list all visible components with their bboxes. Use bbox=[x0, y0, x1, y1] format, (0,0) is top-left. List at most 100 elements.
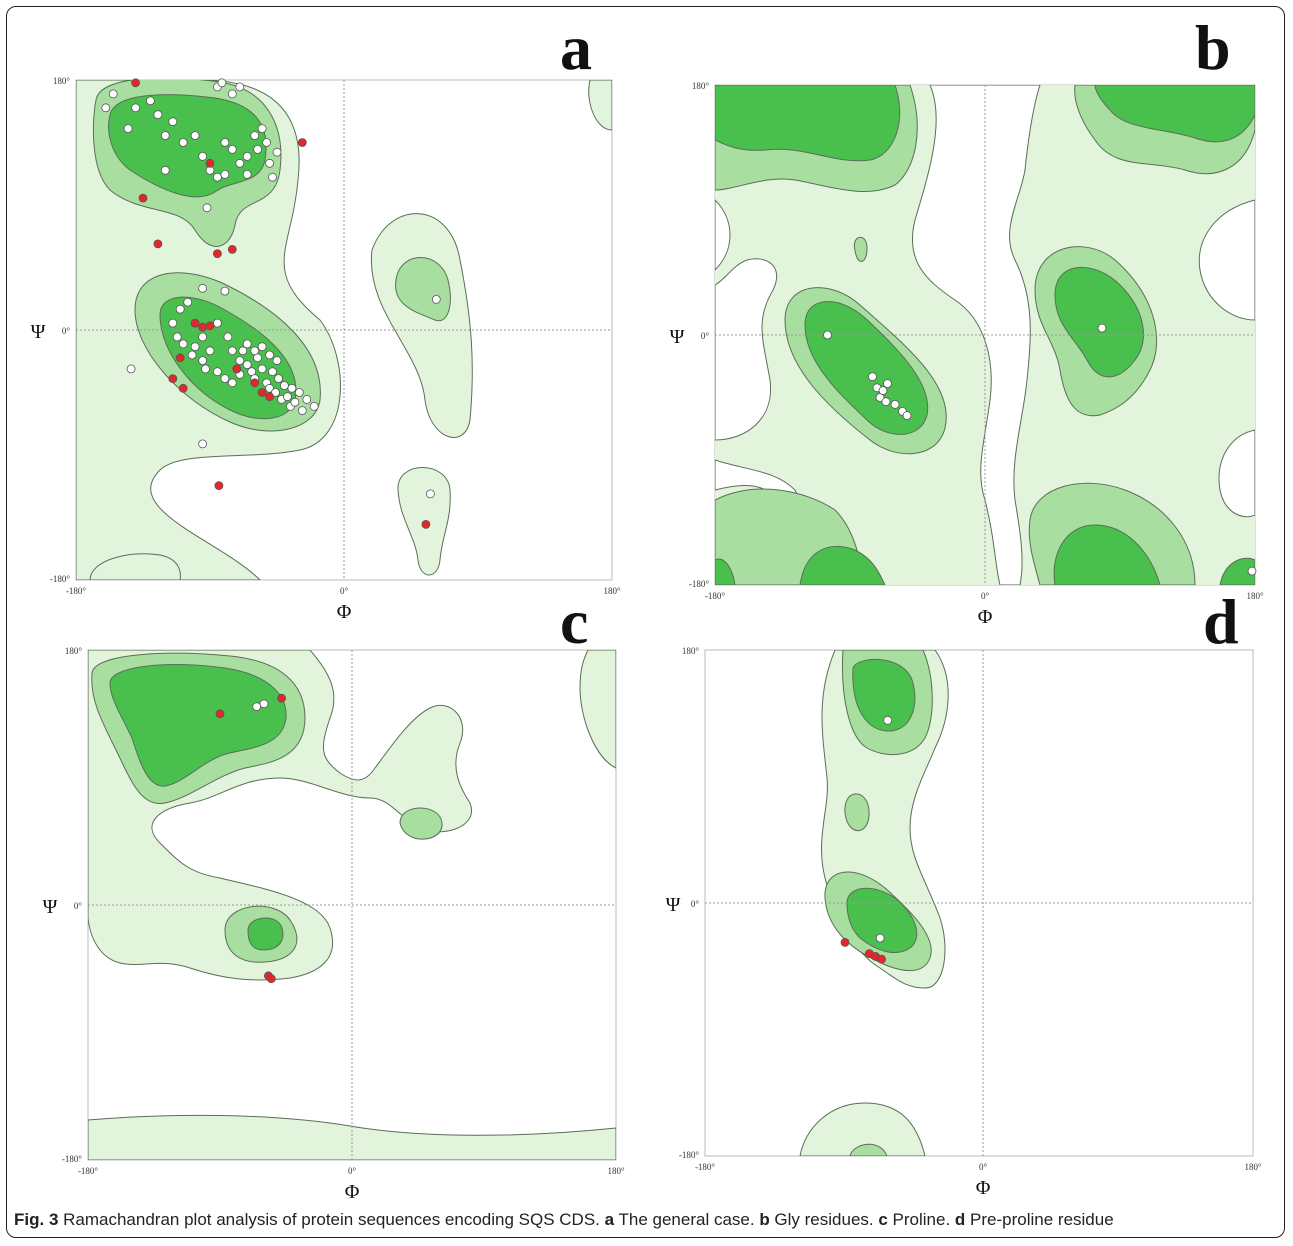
y-tick-zero: 0° bbox=[62, 326, 71, 336]
residue-point bbox=[212, 172, 222, 182]
x-tick-zero: 0° bbox=[981, 591, 990, 601]
caption-label: Fig. 3 bbox=[14, 1210, 59, 1229]
outlier-residue-point bbox=[153, 239, 163, 249]
residue-point bbox=[875, 933, 885, 943]
outlier-residue-point bbox=[168, 374, 178, 384]
y-tick-bottom: -180° bbox=[62, 1154, 82, 1164]
regions-d bbox=[799, 650, 949, 1156]
residue-point bbox=[242, 151, 252, 161]
residue-point bbox=[123, 124, 133, 133]
core-region bbox=[1219, 557, 1255, 585]
residue-point bbox=[1247, 566, 1257, 576]
residue-point bbox=[257, 124, 267, 133]
allowed-region bbox=[370, 213, 473, 438]
core-region bbox=[1094, 85, 1255, 143]
residue-point bbox=[302, 394, 312, 404]
panel-letter-d: d bbox=[1203, 586, 1239, 657]
residue-point bbox=[227, 346, 237, 356]
y-tick-top: 180° bbox=[692, 81, 710, 91]
residue-point bbox=[868, 372, 877, 382]
residue-point bbox=[883, 379, 892, 389]
residue-point bbox=[242, 360, 252, 370]
x-axis-label: Φ bbox=[976, 1177, 991, 1199]
core-region bbox=[715, 558, 736, 585]
residue-point bbox=[205, 346, 215, 356]
disallowed-region bbox=[715, 258, 778, 441]
residue-point bbox=[178, 138, 188, 147]
favoured-region bbox=[849, 1143, 888, 1156]
x-tick-zero: 0° bbox=[340, 586, 349, 596]
allowed-region bbox=[799, 1102, 926, 1156]
outlier-residue-point bbox=[198, 322, 208, 332]
y-tick-bottom: -180° bbox=[679, 1150, 699, 1160]
residue-point bbox=[250, 131, 260, 140]
residue-point bbox=[257, 364, 267, 374]
residue-point bbox=[217, 78, 227, 88]
residue-point bbox=[265, 158, 275, 168]
allowed-region bbox=[88, 1114, 616, 1160]
outlier-residue-point bbox=[421, 519, 431, 529]
caption-letter-d: d bbox=[954, 1210, 966, 1229]
x-tick-left: -180° bbox=[695, 1162, 715, 1172]
residue-point bbox=[883, 715, 893, 725]
ramachandran-panel-d: 180° 0° -180° -180° 0° 180° Φ Ψ d bbox=[655, 590, 1275, 1208]
x-tick-zero: 0° bbox=[979, 1162, 988, 1172]
residue-point bbox=[160, 131, 170, 140]
caption-letter-c: c bbox=[878, 1210, 888, 1229]
disallowed-region bbox=[1218, 429, 1255, 518]
outlier-residue-point bbox=[232, 364, 242, 374]
residue-point bbox=[259, 699, 269, 709]
x-tick-right: 180° bbox=[1246, 591, 1264, 601]
outlier-residue-point bbox=[205, 158, 215, 168]
residue-point bbox=[290, 397, 300, 407]
caption-letter-b: b bbox=[759, 1210, 770, 1229]
core-region bbox=[1053, 524, 1161, 585]
residue-point bbox=[108, 89, 118, 99]
ramachandran-panel-c: 180° 0° -180° -180° 0° 180° Φ Ψ c bbox=[20, 590, 640, 1208]
figure-frame bbox=[6, 6, 1285, 1238]
residue-point bbox=[227, 89, 237, 99]
residue-point bbox=[274, 374, 283, 384]
residue-point bbox=[250, 346, 260, 356]
residue-point bbox=[235, 82, 245, 92]
outlier-residue-point bbox=[265, 392, 275, 402]
x-axis-label: Φ bbox=[345, 1181, 360, 1203]
caption-text: Ramachandran plot analysis of protein se… bbox=[58, 1210, 605, 1229]
outlier-residue-point bbox=[214, 481, 224, 491]
residue-point bbox=[153, 110, 163, 120]
residue-point bbox=[252, 702, 262, 712]
residue-point bbox=[257, 342, 267, 352]
outlier-residue-point bbox=[131, 78, 140, 88]
panel-letter-b: b bbox=[1195, 12, 1231, 83]
x-tick-left: -180° bbox=[66, 586, 86, 596]
residue-point bbox=[168, 117, 178, 127]
allowed-region bbox=[588, 80, 612, 131]
residue-point bbox=[190, 342, 200, 352]
residue-point bbox=[235, 356, 245, 366]
residue-point bbox=[279, 381, 289, 391]
residue-point bbox=[126, 364, 136, 374]
core-region bbox=[109, 664, 287, 787]
allowed-region bbox=[89, 553, 181, 580]
favoured-region bbox=[395, 257, 451, 322]
chart-c-svg: 180° 0° -180° -180° 0° 180° Φ Ψ bbox=[43, 646, 625, 1203]
outlier-residue-point bbox=[205, 321, 215, 331]
allowed-region bbox=[579, 650, 616, 769]
y-tick-top: 180° bbox=[65, 646, 83, 656]
residue-point bbox=[212, 367, 222, 377]
residue-point bbox=[183, 297, 193, 307]
outlier-residue-point bbox=[277, 693, 287, 703]
outlier-residue-point bbox=[257, 388, 267, 397]
residue-point bbox=[265, 350, 275, 360]
residue-point bbox=[220, 374, 230, 384]
caption-text-a: The general case. bbox=[614, 1210, 760, 1229]
x-tick-right: 180° bbox=[603, 586, 621, 596]
residue-point bbox=[131, 103, 140, 113]
residue-point bbox=[178, 339, 188, 349]
residue-point bbox=[220, 286, 230, 296]
panel-letter-c: c bbox=[560, 586, 589, 657]
residue-point bbox=[272, 147, 282, 157]
residue-point bbox=[227, 144, 237, 154]
residue-point bbox=[175, 304, 185, 314]
residue-point bbox=[272, 356, 282, 366]
